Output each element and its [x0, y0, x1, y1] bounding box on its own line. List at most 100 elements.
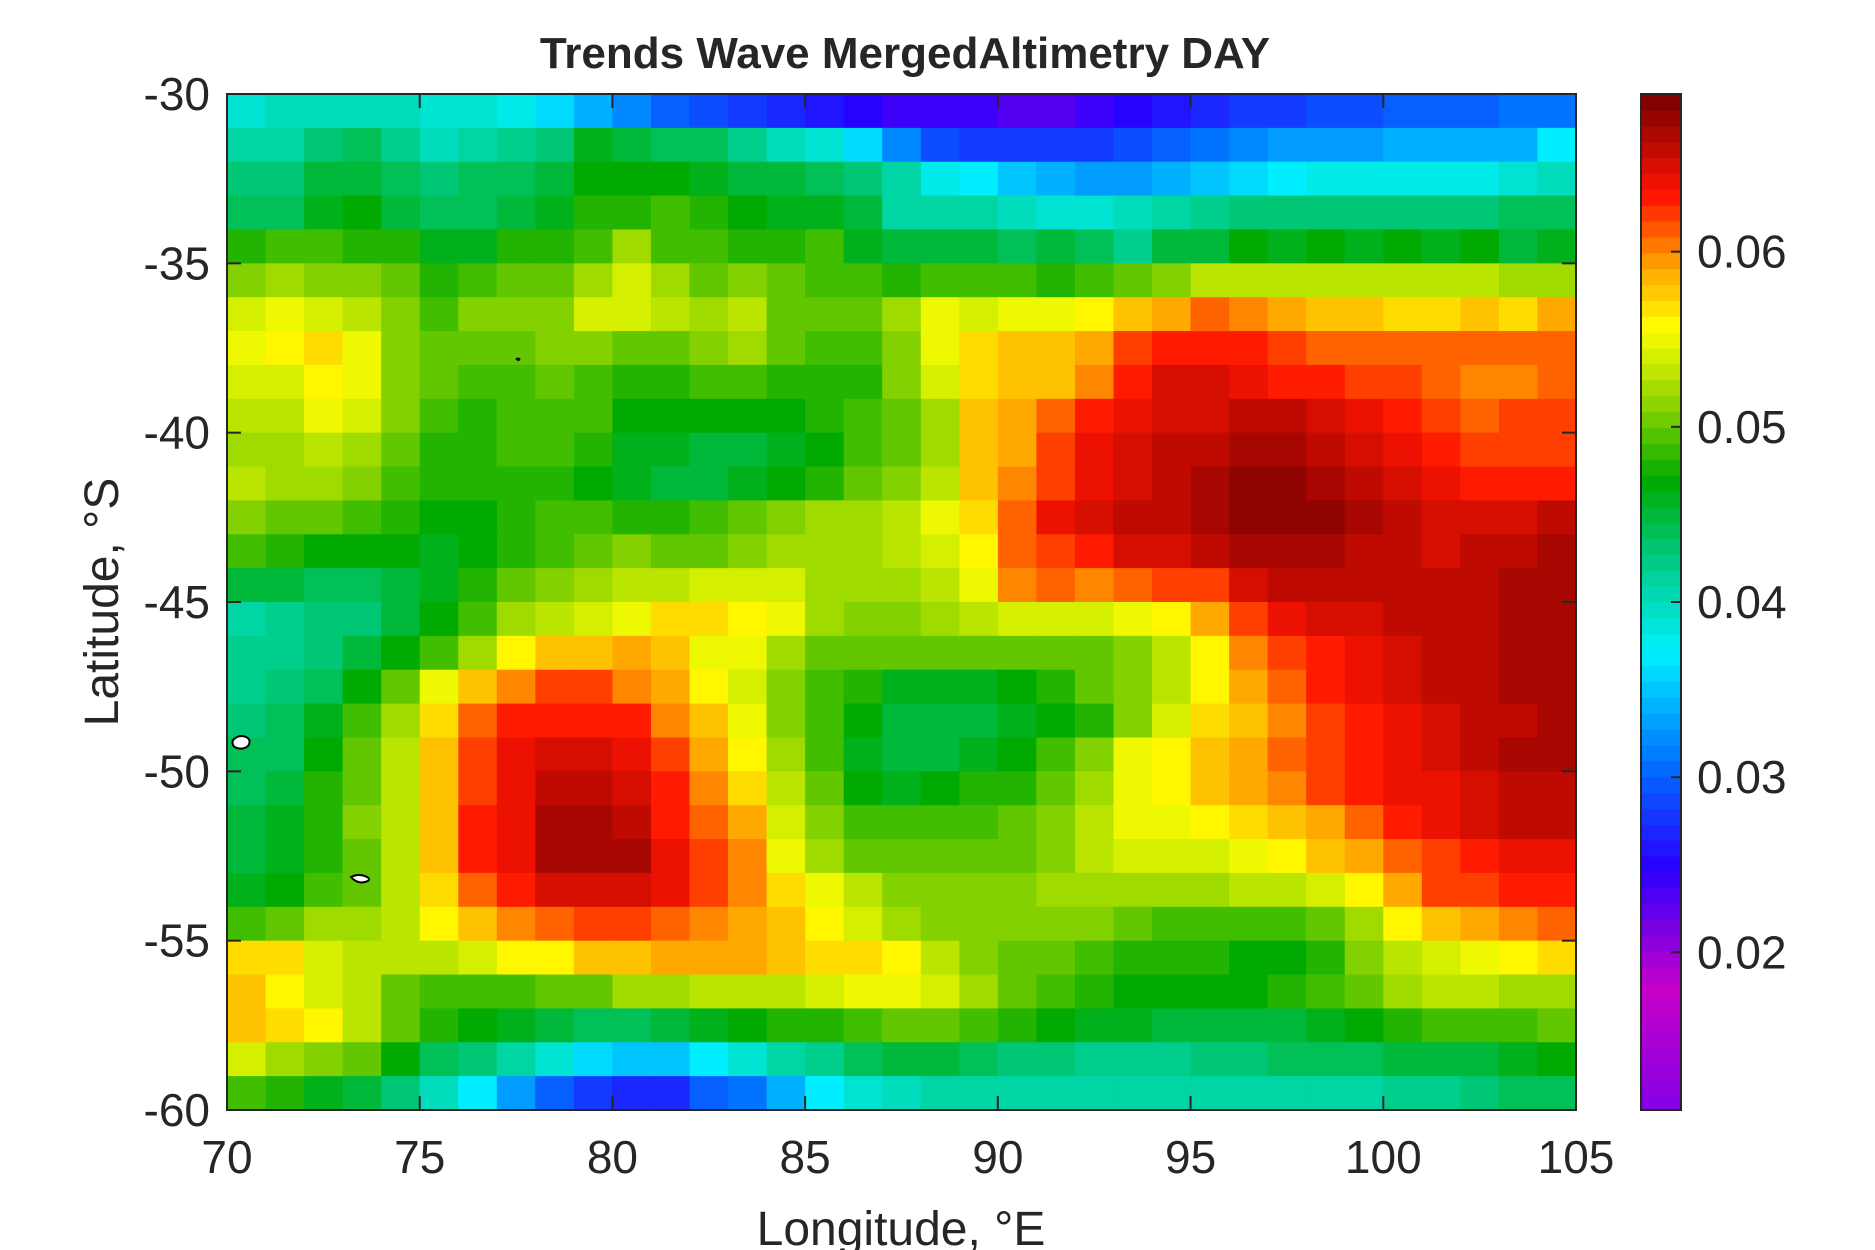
heatmap-cell [882, 398, 922, 434]
heatmap-cell [1152, 127, 1192, 163]
heatmap-cell [612, 229, 652, 264]
heatmap-cell [1190, 805, 1230, 840]
heatmap-cell [843, 398, 883, 434]
heatmap-cell [920, 331, 960, 366]
heatmap-cell [650, 127, 691, 163]
heatmap-cell [650, 1076, 691, 1111]
heatmap-cell [1460, 703, 1500, 739]
colorbar-segment [1641, 840, 1681, 857]
heatmap-cell [1229, 432, 1269, 468]
heatmap-cell [959, 1076, 999, 1111]
heatmap-cell [1306, 703, 1346, 739]
heatmap-cell [1229, 94, 1269, 129]
heatmap-cell [805, 263, 845, 298]
heatmap-cell [535, 364, 575, 400]
heatmap-cell [843, 737, 883, 772]
heatmap-cell [419, 1076, 459, 1111]
heatmap-cell [1190, 229, 1230, 264]
heatmap-cell [1152, 872, 1192, 908]
heatmap-cell [535, 127, 575, 163]
heatmap-cell [959, 771, 999, 806]
heatmap-cell [920, 500, 960, 535]
heatmap-cell [920, 635, 960, 671]
heatmap-cell [805, 94, 845, 129]
heatmap-cell [959, 1008, 999, 1043]
heatmap-cell [265, 805, 305, 840]
heatmap-cell [997, 974, 1037, 1009]
heatmap-cell [304, 1008, 344, 1043]
heatmap-cell [1190, 1008, 1230, 1043]
heatmap-cell [1152, 331, 1192, 366]
heatmap-cell [1344, 940, 1384, 976]
heatmap-cell [1498, 195, 1539, 231]
heatmap-cell [959, 568, 999, 603]
heatmap-cell [1074, 331, 1115, 366]
heatmap-cell [1036, 94, 1076, 129]
heatmap-cell [342, 974, 382, 1009]
heatmap-cell [1421, 500, 1461, 535]
heatmap-cell [1498, 635, 1539, 671]
heatmap-cell [959, 195, 999, 231]
heatmap-cell [496, 161, 536, 197]
heatmap-cell [805, 940, 845, 976]
heatmap-cell [1537, 398, 1577, 434]
y-tick-label: -35 [144, 237, 210, 289]
heatmap-cell [535, 229, 575, 264]
heatmap-cell [1383, 839, 1423, 874]
heatmap-cell [342, 635, 382, 671]
heatmap-cell [304, 466, 344, 501]
heatmap-cell [304, 364, 344, 400]
heatmap-cell [1460, 398, 1500, 434]
colorbar-segment [1641, 570, 1681, 587]
heatmap-cell [1421, 872, 1461, 908]
heatmap-cell [1344, 534, 1384, 569]
heatmap-cell [920, 127, 960, 163]
colorbar-segment [1641, 300, 1681, 317]
heatmap-cell [265, 364, 305, 400]
heatmap-cell [1383, 568, 1423, 603]
heatmap-cell [265, 906, 305, 942]
heatmap-cell [805, 1008, 845, 1043]
heatmap-cell [1190, 331, 1230, 366]
heatmap-cell [805, 805, 845, 840]
heatmap-cell [689, 568, 729, 603]
heatmap-cell [1460, 839, 1500, 874]
heatmap-cell [381, 602, 421, 637]
heatmap-cell [342, 500, 382, 535]
heatmap-cell [1383, 127, 1423, 163]
heatmap-cell [227, 568, 267, 603]
heatmap-cell [535, 839, 575, 874]
heatmap-cell [1306, 669, 1346, 705]
heatmap-cell [843, 432, 883, 468]
heatmap-cell [458, 500, 498, 535]
colorbar-segment [1641, 395, 1681, 413]
heatmap-cell [1421, 195, 1461, 231]
heatmap-cell [573, 568, 614, 603]
heatmap-cell [496, 703, 536, 739]
heatmap-cell [1229, 635, 1269, 671]
heatmap-cell [997, 94, 1037, 129]
heatmap-cell [997, 534, 1037, 569]
heatmap-cell [342, 398, 382, 434]
heatmap-cell [1306, 1076, 1346, 1111]
heatmap-cell [381, 737, 421, 772]
heatmap-cell [766, 602, 806, 637]
heatmap-cell [1036, 398, 1076, 434]
heatmap-cell [805, 432, 845, 468]
heatmap-cell [650, 500, 691, 535]
heatmap-cell [728, 872, 768, 908]
heatmap-cell [1537, 568, 1577, 603]
heatmap-cell [1229, 263, 1269, 298]
heatmap-cell [766, 635, 806, 671]
heatmap-cell [1383, 432, 1423, 468]
heatmap-cell [843, 534, 883, 569]
heatmap-cell [496, 974, 536, 1009]
heatmap-cell [1421, 974, 1461, 1009]
heatmap-cell [535, 1076, 575, 1111]
heatmap-cell [612, 398, 652, 434]
heatmap-cell [1306, 500, 1346, 535]
heatmap-cell [1113, 669, 1153, 705]
heatmap-cell [805, 161, 845, 197]
heatmap-cell [342, 229, 382, 264]
heatmap-cell [612, 805, 652, 840]
